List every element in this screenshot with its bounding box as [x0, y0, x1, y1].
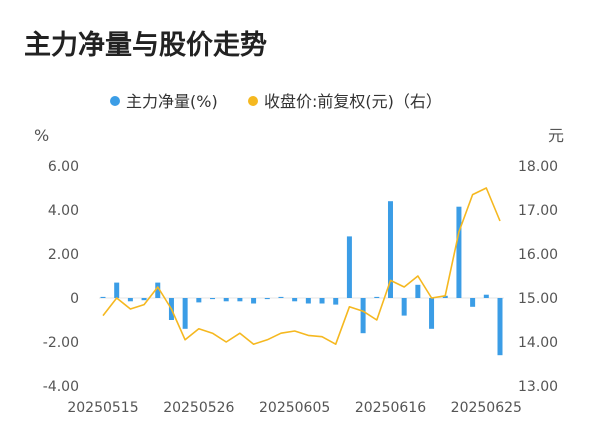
- bar-mark: [210, 298, 216, 300]
- bar-mark: [456, 206, 462, 298]
- bar-mark: [305, 298, 311, 304]
- bar-mark: [196, 298, 202, 303]
- bar-mark: [442, 295, 448, 298]
- bar-mark: [141, 298, 147, 301]
- x-axis-tick-label: 20250605: [259, 400, 330, 416]
- x-axis-tick-label: 20250616: [355, 400, 426, 416]
- bar-mark: [333, 298, 339, 305]
- bar-mark: [114, 282, 120, 298]
- bar-mark: [415, 284, 421, 298]
- bar-mark: [292, 298, 298, 302]
- right-axis-unit: 元: [548, 126, 564, 145]
- bar-mark: [401, 298, 407, 316]
- legend-bar-marker: [110, 96, 120, 106]
- bar-mark: [346, 236, 352, 298]
- right-axis-tick-label: 14.00: [518, 335, 558, 351]
- left-axis-tick-label: 2.00: [48, 247, 79, 263]
- bar-mark: [387, 201, 393, 298]
- left-axis-tick-label: 0: [70, 291, 79, 307]
- right-axis-tick-label: 18.00: [518, 159, 558, 175]
- x-axis-tick-label: 20250515: [67, 400, 138, 416]
- bar-mark: [319, 298, 325, 304]
- bar-mark: [100, 296, 106, 298]
- legend-line-marker: [248, 96, 258, 106]
- right-axis-tick-label: 15.00: [518, 291, 558, 307]
- chart-title: 主力净量与股价走势: [24, 30, 267, 61]
- bar-mark: [251, 298, 257, 304]
- bar-mark: [483, 294, 489, 298]
- bar-mark: [182, 298, 188, 329]
- left-axis-ticks: 6.00 4.00 2.00 0 -2.00 -4.00: [43, 159, 79, 395]
- bar-mark: [237, 298, 243, 302]
- bar-mark: [264, 298, 270, 300]
- left-axis-tick-label: 6.00: [48, 159, 79, 175]
- bar-mark: [278, 296, 284, 298]
- bar-mark: [360, 298, 366, 334]
- bar-mark: [470, 298, 476, 307]
- legend-line-label: 收盘价:前复权(元)（右）: [264, 92, 442, 111]
- legend-bar-label: 主力净量(%): [126, 92, 218, 111]
- left-axis-tick-label: -4.00: [43, 379, 79, 395]
- right-axis-tick-label: 13.00: [518, 379, 558, 395]
- bar-mark: [127, 298, 133, 302]
- bar-mark: [429, 298, 435, 329]
- bar-mark: [374, 296, 380, 298]
- legend: 主力净量(%) 收盘价:前复权(元)（右）: [110, 92, 442, 111]
- left-axis-tick-label: -2.00: [43, 335, 79, 351]
- x-axis-tick-label: 20250625: [451, 400, 522, 416]
- bar-mark: [223, 298, 229, 302]
- right-axis-tick-label: 16.00: [518, 247, 558, 263]
- bar-mark: [155, 282, 161, 298]
- right-axis-tick-label: 17.00: [518, 203, 558, 219]
- right-axis-ticks: 18.00 17.00 16.00 15.00 14.00 13.00: [518, 159, 558, 395]
- price-line: [102, 187, 501, 346]
- left-axis-tick-label: 4.00: [48, 203, 79, 219]
- x-axis-ticks: 20250515 20250526 20250605 20250616 20250625: [67, 400, 522, 416]
- bar-mark: [497, 298, 503, 356]
- bar-series: [100, 201, 503, 356]
- left-axis-unit: %: [34, 126, 49, 145]
- x-axis-tick-label: 20250526: [163, 400, 234, 416]
